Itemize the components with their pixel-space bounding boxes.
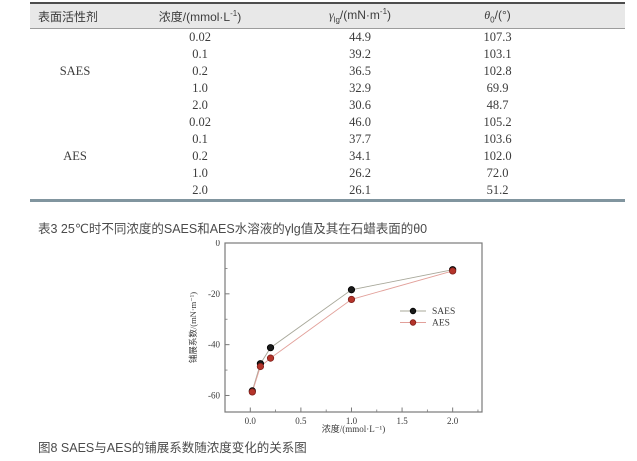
- table-cell: 46.0: [280, 114, 440, 131]
- spreading-coefficient-chart: 0.0 0.5 1.0 1.5 2.0 0 -20 -40 -60 浓度/(mmol·L⁻¹) 铺展…: [182, 238, 522, 440]
- table-cell: 26.1: [280, 182, 440, 201]
- table-header: 表面活性剂 浓度/(mmol·L-1) γlg/(mN·m-1) θ0/(°): [30, 2, 625, 29]
- y-tick-label: 0: [216, 240, 221, 248]
- table-cell: 0.02: [120, 114, 280, 131]
- table-cell: 30.6: [280, 97, 440, 114]
- table-cell: 102.8: [440, 63, 625, 80]
- table-cell: 51.2: [440, 182, 625, 201]
- table-row: 2.0 30.6 48.7: [30, 97, 625, 114]
- col-header: 浓度/(mmol·L-1): [120, 2, 280, 29]
- x-tick-label: 1.5: [396, 416, 408, 426]
- table-cell: 72.0: [440, 165, 625, 182]
- y-tick-label: -60: [208, 390, 220, 400]
- table-cell: 103.6: [440, 131, 625, 148]
- saes-marker: [266, 344, 275, 352]
- x-tick-label: 1.0: [346, 416, 358, 426]
- table-cell: 2.0: [120, 97, 280, 114]
- figure-caption: 图8 SAES与AES的铺展系数随浓度变化的关系图: [38, 441, 307, 455]
- table-cell: 107.3: [440, 28, 625, 46]
- chart-svg: 0.0 0.5 1.0 1.5 2.0 0 -20 -40 -60 浓度/(mmol·L⁻¹) 铺展…: [188, 238, 483, 434]
- table-cell: 0.2: [120, 63, 280, 80]
- table-cell: 103.1: [440, 46, 625, 63]
- aes-marker: [248, 388, 256, 396]
- table-cell: 0.1: [120, 46, 280, 63]
- surfactant-name: SAES: [30, 28, 120, 114]
- x-tick-label: 2.0: [447, 416, 459, 426]
- table-cell: 37.7: [280, 131, 440, 148]
- aes-marker: [256, 362, 265, 371]
- y-axis-label: 铺展系数/(mN·m⁻¹): [188, 292, 198, 363]
- table-cell: 0.02: [120, 28, 280, 46]
- table-cell: 0.1: [120, 131, 280, 148]
- surfactant-table: 表面活性剂 浓度/(mmol·L-1) γlg/(mN·m-1) θ0/(°) SAE…: [30, 2, 625, 202]
- col-header: γlg/(mN·m-1): [280, 2, 440, 29]
- table-cell: 105.2: [440, 114, 625, 131]
- table-cell: 1.0: [120, 165, 280, 182]
- table-row: 2.0 26.1 51.2: [30, 182, 625, 201]
- x-axis-label: 浓度/(mmol·L⁻¹): [322, 423, 385, 434]
- col-header: 表面活性剂: [30, 2, 120, 29]
- table-cell: 39.2: [280, 46, 440, 63]
- legend-marker: [409, 319, 417, 326]
- aes-marker: [449, 267, 457, 275]
- table-row: 1.0 26.2 72.0: [30, 165, 625, 182]
- aes-marker: [347, 295, 356, 304]
- table-body: SAES 0.02 44.9 107.3 0.1 39.2 103.1 0.2 36.5 102.…: [30, 28, 625, 201]
- table-caption: 表3 25℃时不同浓度的SAES和AES水溶液的γlg值及其在石蜡表面的θ0: [38, 222, 428, 236]
- table-row: 0.1 39.2 103.1: [30, 46, 625, 63]
- col-header: θ0/(°): [440, 2, 625, 29]
- table-cell: 36.5: [280, 63, 440, 80]
- table-header-row: 表面活性剂 浓度/(mmol·L-1) γlg/(mN·m-1) θ0/(°): [30, 2, 625, 29]
- aes-marker: [266, 354, 275, 362]
- plot-area: [224, 242, 483, 413]
- table-cell: 2.0: [120, 182, 280, 201]
- table-cell: 44.9: [280, 28, 440, 46]
- table-cell: 32.9: [280, 80, 440, 97]
- table-cell: 102.0: [440, 148, 625, 165]
- table-cell: 26.2: [280, 165, 440, 182]
- table-row: 0.1 37.7 103.6: [30, 131, 625, 148]
- x-tick-label: 0.0: [245, 416, 257, 426]
- y-tick-label: -20: [208, 289, 220, 299]
- table-row: 1.0 32.9 69.9: [30, 80, 625, 97]
- table-cell: 69.9: [440, 80, 625, 97]
- table-row: 0.2 36.5 102.8: [30, 63, 625, 80]
- table-row: 0.2 34.1 102.0: [30, 148, 625, 165]
- saes-marker: [347, 286, 356, 294]
- x-tick-label: 0.5: [295, 416, 307, 426]
- legend-marker: [409, 307, 417, 315]
- table-cell: 0.2: [120, 148, 280, 165]
- legend-label: AES: [432, 319, 450, 329]
- surfactant-table-wrap: 表面活性剂 浓度/(mmol·L-1) γlg/(mN·m-1) θ0/(°) SAE…: [30, 2, 625, 202]
- table-cell: 48.7: [440, 97, 625, 114]
- table-cell: 34.1: [280, 148, 440, 165]
- table-row: SAES 0.02 44.9 107.3: [30, 28, 625, 114]
- surfactant-name: AES: [30, 114, 120, 201]
- legend-label: SAES: [432, 307, 455, 317]
- table-row: AES 0.02 46.0 105.2: [30, 114, 625, 201]
- y-tick-label: -40: [208, 340, 220, 350]
- table-cell: 1.0: [120, 80, 280, 97]
